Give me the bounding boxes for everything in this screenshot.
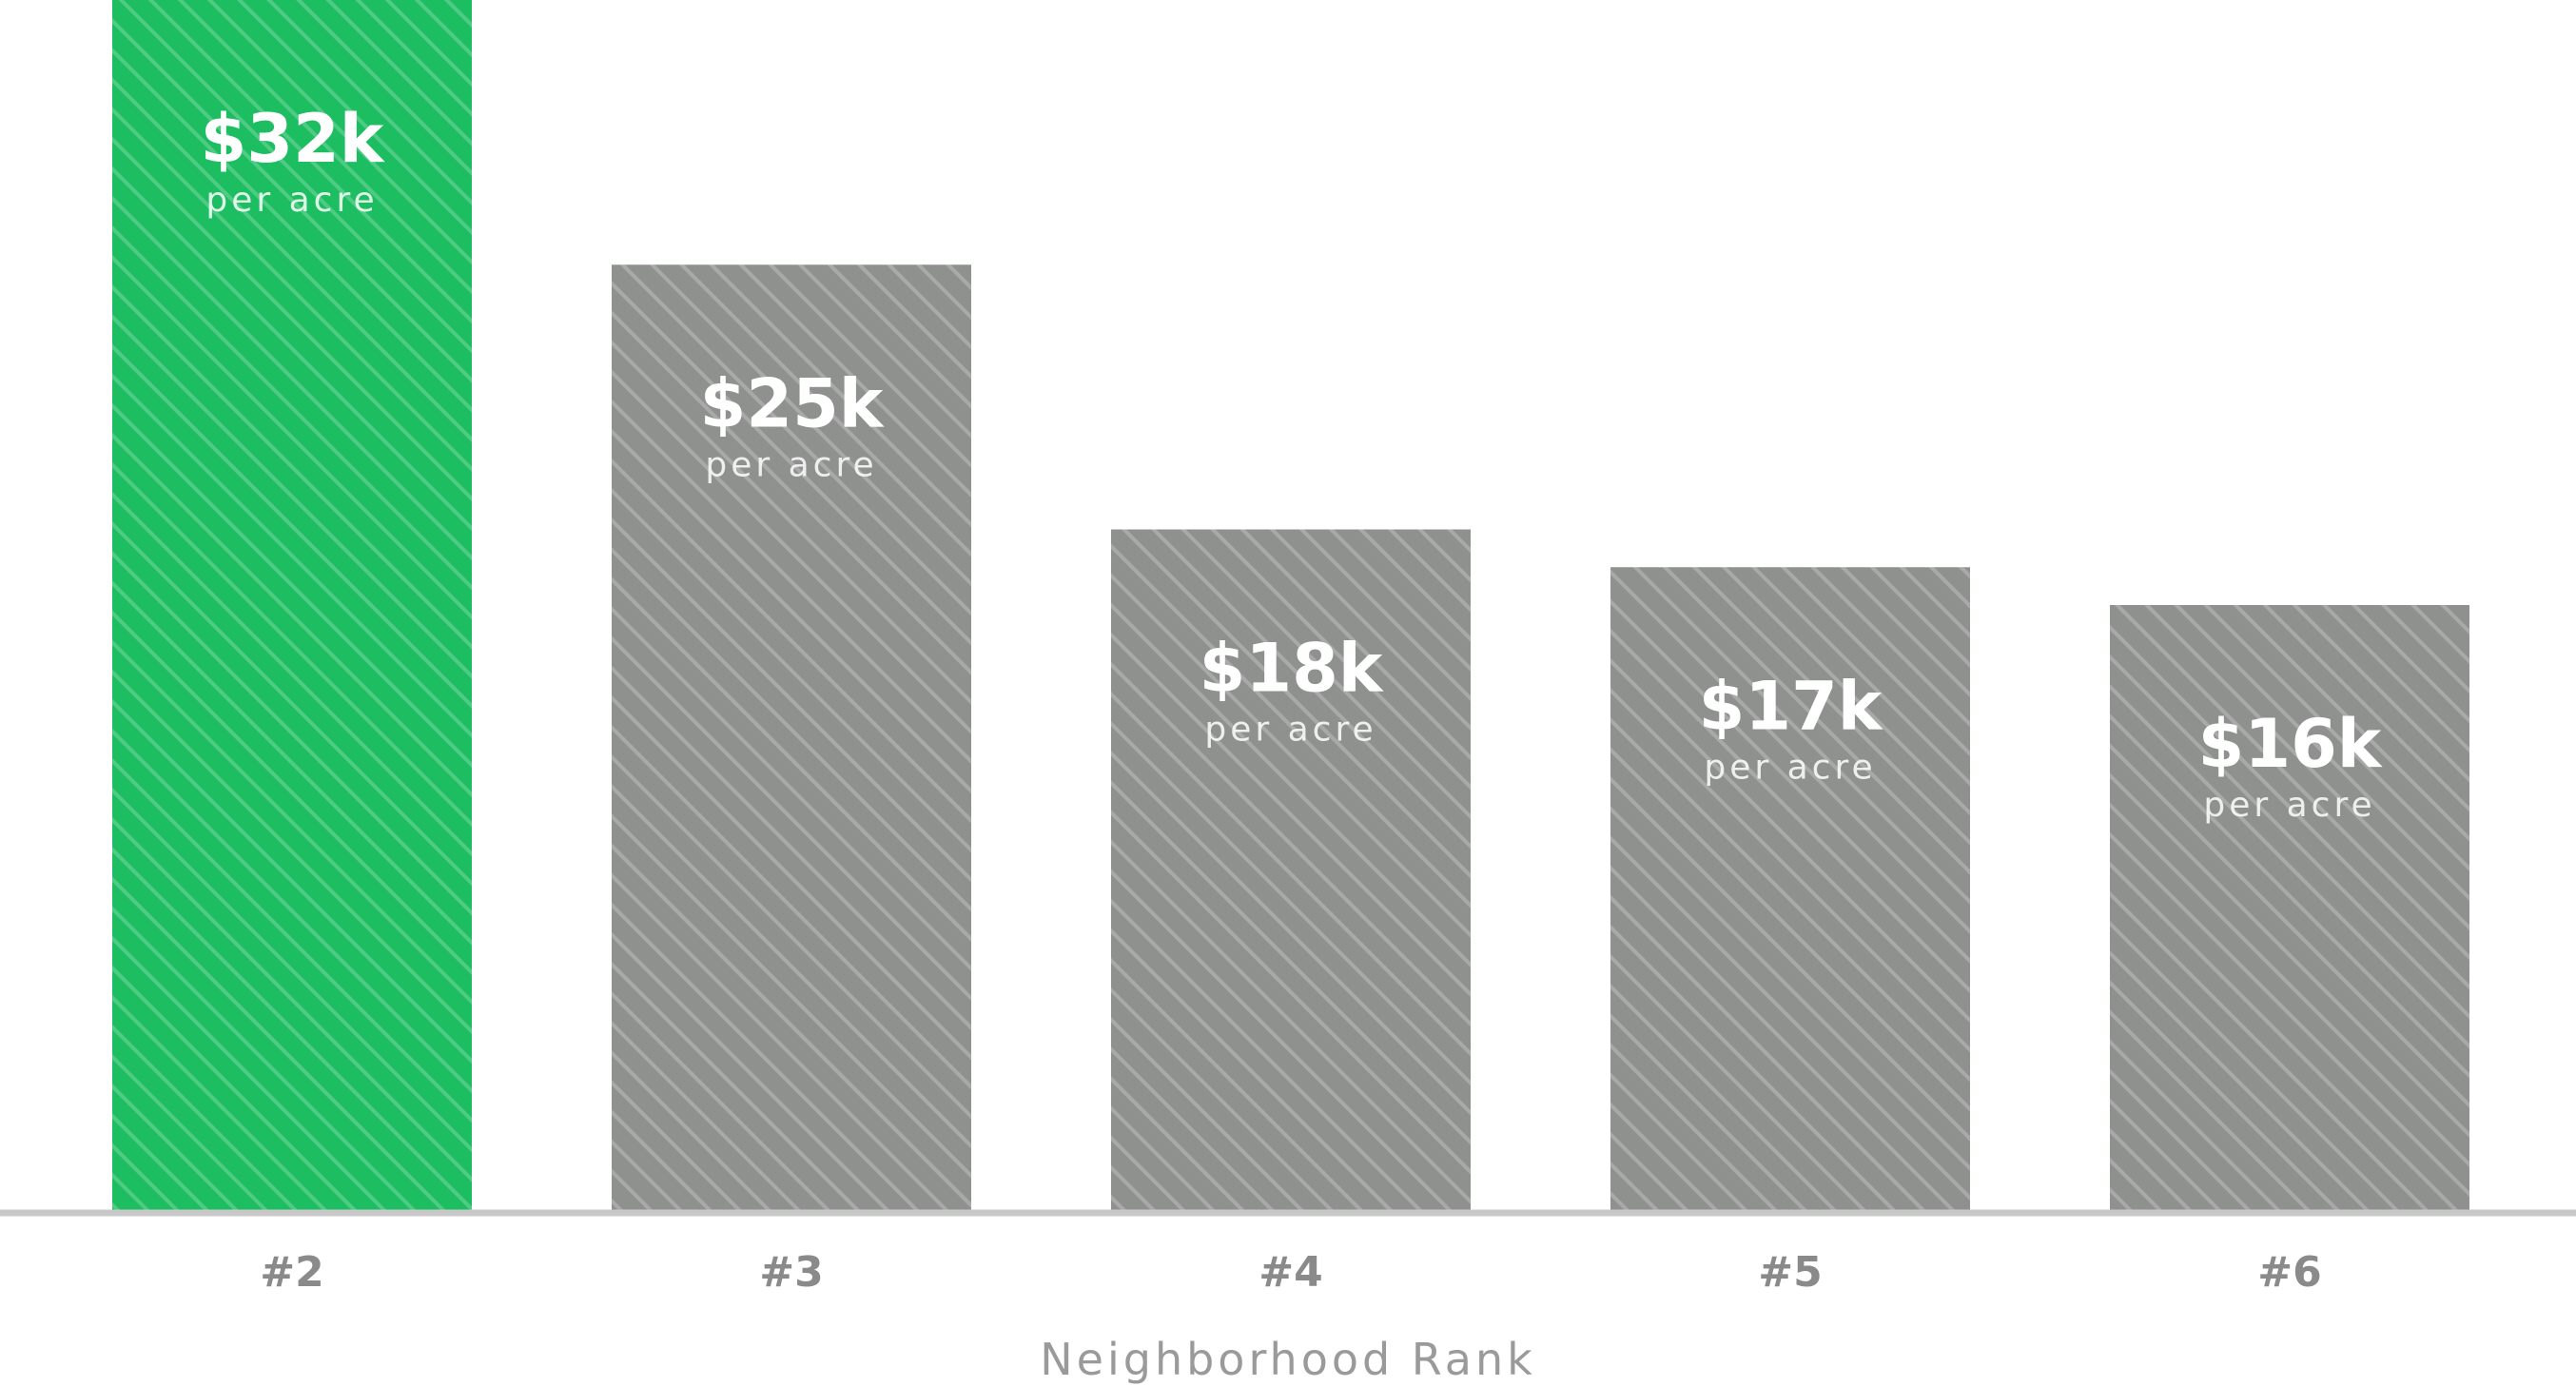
x-tick-label-4: #4 bbox=[1259, 1248, 1322, 1297]
bar-2-value-label: $32k bbox=[201, 100, 385, 178]
bar-4-stripe-texture bbox=[1111, 529, 1471, 1210]
bar-3-value-label: $25k bbox=[700, 364, 885, 442]
bar-2-stripe-texture bbox=[112, 0, 472, 1210]
bar-6-unit-label: per acre bbox=[2203, 786, 2375, 825]
bar-5-unit-label: per acre bbox=[1704, 748, 1876, 787]
x-tick-label-5: #5 bbox=[1758, 1248, 1822, 1297]
bar-5-stripe-texture bbox=[1610, 567, 1970, 1210]
bar-6-value-label: $16k bbox=[2198, 705, 2383, 783]
bar-4-unit-label: per acre bbox=[1204, 711, 1376, 750]
x-axis-title: Neighborhood Rank bbox=[1040, 1334, 1536, 1385]
bar-3-unit-label: per acre bbox=[705, 445, 877, 484]
bar-6-stripe-texture bbox=[2110, 605, 2469, 1210]
x-tick-label-2: #2 bbox=[260, 1248, 323, 1297]
bar-5-value-label: $17k bbox=[1699, 667, 1883, 745]
bar-3-stripe-texture bbox=[612, 264, 971, 1210]
bar-2-unit-label: per acre bbox=[205, 181, 378, 220]
bar-4-value-label: $18k bbox=[1200, 630, 1384, 708]
x-tick-label-3: #3 bbox=[759, 1248, 823, 1297]
x-tick-label-6: #6 bbox=[2257, 1248, 2321, 1297]
x-tick-labels: #2 #3 #4 #5 #6 bbox=[260, 1248, 2321, 1297]
